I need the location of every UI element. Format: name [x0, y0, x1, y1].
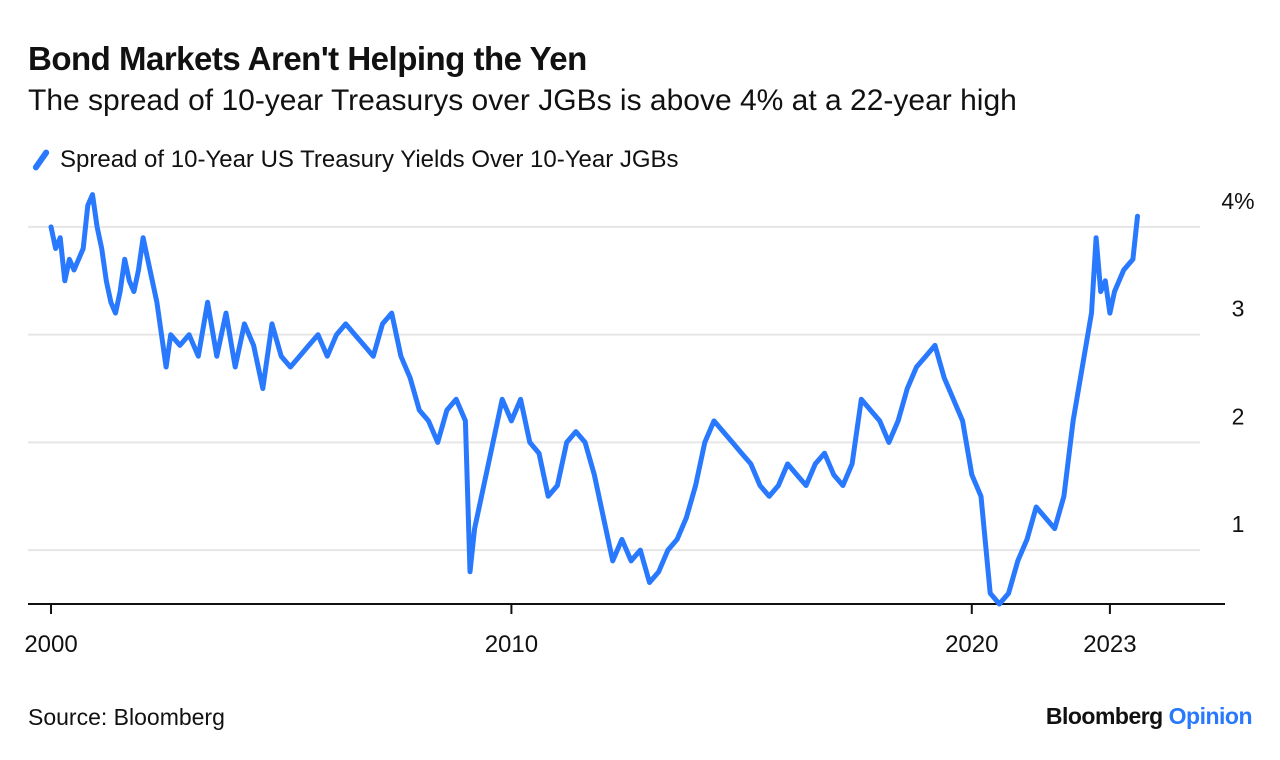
- y-tick-label: 4%: [1221, 188, 1254, 214]
- legend: Spread of 10-Year US Treasury Yields Ove…: [30, 146, 679, 174]
- chart-title: Bond Markets Aren't Helping the Yen: [28, 40, 587, 77]
- brand-name: Bloomberg: [1045, 703, 1163, 729]
- chart-subtitle: The spread of 10-year Treasurys over JGB…: [28, 84, 1017, 117]
- y-tick-label: 3: [1232, 296, 1245, 322]
- source-note: Source: Bloomberg: [28, 704, 225, 730]
- x-tick-label: 2000: [24, 631, 77, 658]
- x-tick-label: 2023: [1083, 631, 1136, 658]
- series-line-0: [48, 192, 1140, 607]
- y-tick-label: 2: [1232, 403, 1245, 429]
- x-tick-label: 2010: [485, 631, 538, 658]
- brand-logo: Bloomberg Opinion: [1045, 703, 1253, 730]
- brand-suffix: Opinion: [1168, 703, 1253, 729]
- x-tick-label: 2020: [945, 631, 998, 658]
- legend-label: Spread of 10-Year US Treasury Yields Ove…: [60, 146, 679, 173]
- y-tick-label: 1: [1232, 511, 1245, 537]
